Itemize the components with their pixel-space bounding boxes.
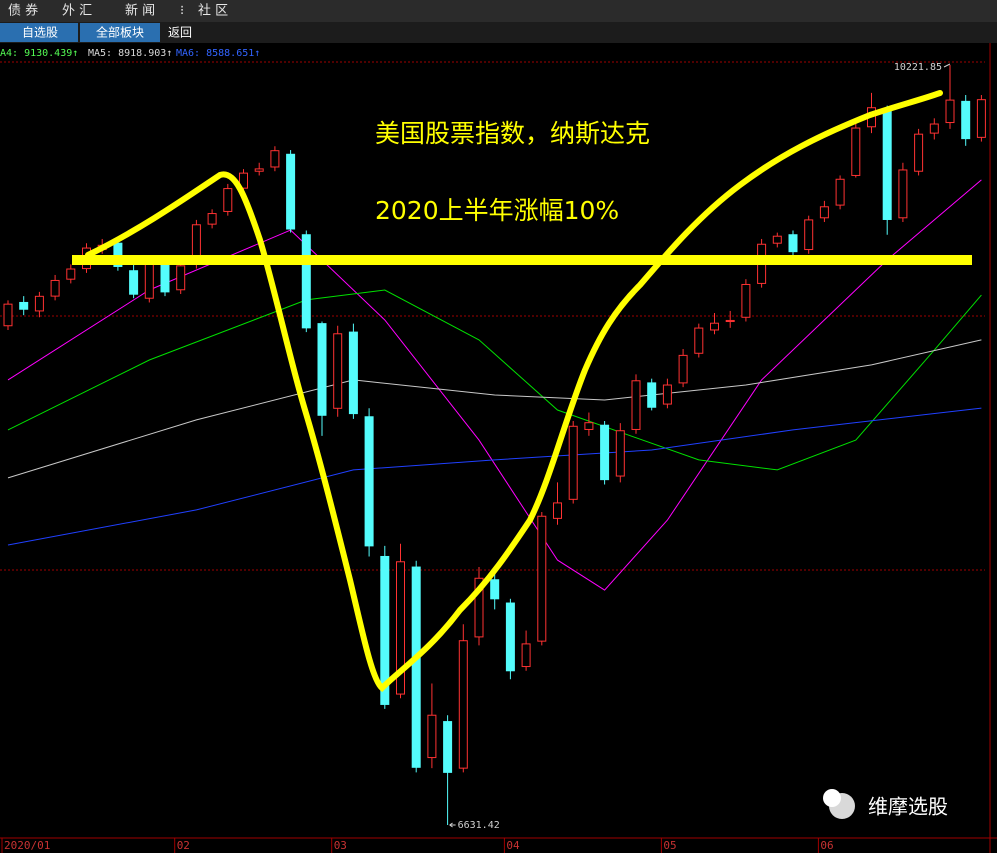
x-tick-label: 05	[663, 839, 676, 852]
candle-body	[34, 295, 44, 312]
candle-body	[537, 515, 547, 642]
tab-bar	[0, 0, 997, 22]
candle-body	[443, 721, 453, 773]
plot	[3, 64, 986, 825]
candle-body	[694, 327, 704, 354]
candle-body	[788, 234, 798, 253]
candle-body	[725, 319, 735, 323]
candle-body	[458, 640, 468, 769]
ma-line	[7, 339, 982, 479]
annotation: 2020上半年涨幅10%	[375, 196, 619, 225]
candle-body	[50, 279, 60, 297]
candle-body	[396, 561, 405, 695]
candle-body	[521, 643, 531, 668]
x-tick-label: 04	[506, 839, 520, 852]
wechat-icon	[823, 789, 841, 807]
toolbar-button[interactable]: 全部板块	[96, 25, 144, 40]
candle-body	[945, 99, 955, 124]
candle-body	[286, 153, 296, 230]
candle-body	[380, 555, 390, 705]
candle-body	[176, 265, 186, 291]
candle-body	[553, 502, 562, 519]
candle-body	[914, 133, 924, 172]
candle-body	[835, 178, 845, 206]
candle-body	[239, 172, 248, 189]
x-tick-label: 2020/01	[4, 839, 50, 852]
low-label: 6631.42	[458, 820, 500, 831]
candle-body	[615, 430, 625, 477]
watermark: 维摩选股	[868, 795, 948, 819]
candle-body	[929, 123, 939, 134]
toolbar-button[interactable]: 自选股	[22, 26, 58, 40]
candle-body	[411, 566, 421, 768]
hand-drawn-annotation	[85, 90, 943, 693]
ma-line	[7, 407, 982, 546]
candle-body	[144, 260, 154, 299]
tab[interactable]: 社 区	[198, 3, 228, 19]
candle-body	[898, 169, 908, 219]
candle-body	[882, 109, 892, 220]
ma-line	[7, 289, 982, 471]
candle-body	[631, 380, 641, 430]
candle-body	[254, 168, 264, 172]
candle-body	[301, 234, 311, 329]
candle-body	[772, 235, 782, 244]
ma-label: A4: 9130.439↑	[0, 48, 78, 59]
candle-body	[976, 99, 986, 138]
candle-body	[584, 422, 594, 430]
low-pointer	[449, 822, 456, 828]
toolbar-button-bg	[80, 23, 160, 42]
candle-body	[19, 301, 29, 310]
highlight-line	[72, 255, 972, 265]
toolbar-button[interactable]: 返回	[168, 26, 192, 40]
candle-body	[113, 242, 123, 267]
candle-body	[317, 323, 327, 416]
candle-body	[490, 579, 500, 600]
candle-body	[270, 150, 280, 168]
ma-line	[7, 179, 982, 591]
candle-body	[819, 206, 829, 219]
candle-body	[348, 331, 358, 415]
candle-body	[741, 283, 751, 318]
candle-body	[961, 100, 971, 140]
annotation: 美国股票指数，纳斯达克	[375, 119, 650, 148]
candle-body	[647, 382, 657, 408]
candle-body	[662, 384, 672, 405]
toolbar	[0, 22, 997, 43]
x-tick-label: 02	[177, 839, 190, 852]
candle-body	[474, 577, 484, 638]
candle-body	[66, 268, 76, 280]
candle-body	[3, 303, 13, 327]
candle-body	[129, 270, 139, 295]
candle-body	[364, 416, 374, 547]
x-tick-label: 06	[820, 839, 833, 852]
ma-label: MA6: 8588.651↑	[176, 48, 260, 59]
x-tick-label: 03	[334, 839, 347, 852]
candle-body	[600, 424, 610, 481]
tab-separator: ⁝	[180, 4, 184, 19]
ma-label: MA5: 8918.903↑	[88, 48, 172, 59]
candle-body	[804, 219, 814, 251]
tab[interactable]: 新 闻	[125, 3, 155, 19]
candle-body	[568, 425, 578, 500]
tab[interactable]: 外 汇	[62, 4, 92, 19]
candle-body	[333, 333, 343, 409]
candle-body	[851, 127, 861, 176]
candle-body	[207, 213, 217, 225]
high-label: 10221.85	[894, 62, 942, 73]
candle-body	[505, 602, 515, 672]
candle-body	[223, 188, 233, 212]
candle-body	[427, 714, 437, 759]
high-pointer	[943, 63, 951, 68]
candle-body	[678, 354, 688, 384]
candle-body	[710, 322, 719, 331]
toolbar-button-bg	[0, 23, 78, 42]
tab[interactable]: 债 券	[8, 3, 38, 19]
